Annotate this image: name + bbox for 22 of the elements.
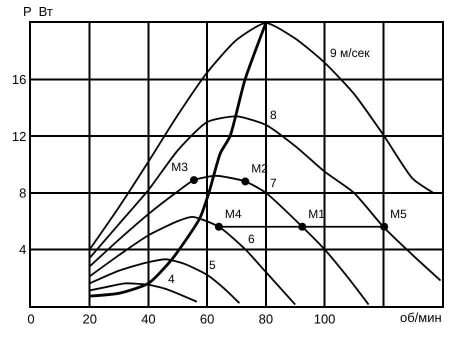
- series-label: 7: [270, 176, 277, 190]
- y-axis-title: P Вт: [23, 4, 53, 19]
- series-label: 6: [248, 232, 255, 246]
- series-label: 5: [209, 258, 216, 272]
- x-tick-label: 60: [200, 312, 214, 327]
- y-tick-label: 16: [12, 72, 26, 88]
- series-label: 4: [168, 272, 175, 286]
- y-tick-label: 12: [12, 128, 26, 144]
- x-tick-label: 40: [141, 312, 156, 327]
- data-label: M1: [308, 206, 326, 221]
- series-label: 9 м/сек: [330, 46, 370, 60]
- x-tick-label: 0: [27, 312, 35, 327]
- x-tick-label: 100: [314, 312, 336, 327]
- series-label: 8: [270, 108, 277, 122]
- y-tick-label: 8: [19, 185, 26, 200]
- data-label: M5: [390, 206, 408, 221]
- x-tick-label: 80: [258, 312, 274, 327]
- x-tick-label: 20: [82, 312, 97, 327]
- data-label: M3: [171, 160, 188, 174]
- y-tick-label: 4: [19, 242, 26, 257]
- data-label: M4: [224, 206, 242, 221]
- x-axis-title: об/мин: [400, 310, 442, 325]
